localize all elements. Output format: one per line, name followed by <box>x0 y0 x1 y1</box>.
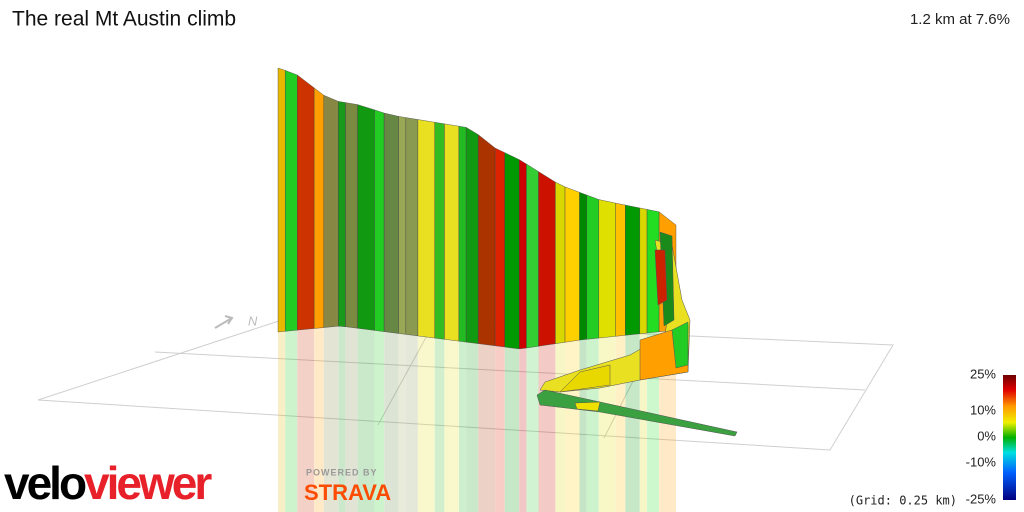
reflection-strip <box>555 342 566 512</box>
reflection-strip <box>374 330 385 512</box>
reflection-strip <box>338 326 346 512</box>
reflection-strip <box>434 338 445 512</box>
reflection-strip <box>504 347 520 512</box>
wall-strip <box>504 152 520 350</box>
reflection-strip <box>384 331 399 512</box>
reflection-strip <box>579 339 587 512</box>
wall-strip <box>564 186 580 343</box>
logo: veloviewer <box>4 457 212 509</box>
wall-strip <box>555 181 566 344</box>
wall-strip <box>417 119 435 339</box>
wall-strip <box>494 147 505 348</box>
reflection-strip <box>495 345 505 512</box>
reflection-strip <box>345 326 358 512</box>
ribbon <box>536 231 738 437</box>
scale-label: 25% <box>970 366 996 381</box>
logo-viewer: viewer <box>84 457 212 509</box>
wall-strip <box>444 123 460 342</box>
wall-strip <box>383 112 399 334</box>
wall-strip <box>579 192 587 341</box>
scale-label: -10% <box>966 454 997 469</box>
scale-label: 10% <box>970 402 996 417</box>
wall-strip <box>465 127 479 344</box>
reflection-strip <box>357 328 375 512</box>
reflection-strip <box>478 343 496 512</box>
wall-strip <box>357 104 375 331</box>
color-scale <box>1003 375 1016 500</box>
reflection-strip <box>466 342 479 512</box>
wall-strip <box>285 70 298 332</box>
reflection-strip <box>417 335 435 512</box>
reflection-strip <box>526 346 539 512</box>
wall-strip <box>615 202 626 337</box>
wall-strip <box>478 134 496 347</box>
wall-strip <box>345 102 358 329</box>
summary: 1.2 km at 7.6% <box>910 11 1010 28</box>
wall-strip <box>519 159 527 350</box>
wall-strip <box>313 87 325 329</box>
wall-strip <box>458 125 467 343</box>
wall-strip <box>374 109 385 332</box>
reflection-strip <box>405 334 418 512</box>
powered-by: POWERED BY <box>306 467 378 477</box>
reflection-strip <box>538 343 556 512</box>
reflection-strip <box>565 340 580 512</box>
wall-strip <box>625 204 641 336</box>
reflection-strip <box>323 326 339 512</box>
wall-strip <box>338 101 346 327</box>
scale-label: -25% <box>966 491 997 506</box>
reflection-strip <box>586 338 599 512</box>
reflection-strip <box>285 330 298 512</box>
wall-strip <box>434 122 445 340</box>
reflection-strip <box>278 331 286 512</box>
wall-strip <box>297 74 315 331</box>
wall-strip <box>586 194 600 340</box>
reflection-strip <box>458 341 467 512</box>
wall-strip <box>526 163 539 349</box>
wall-strip <box>538 171 556 347</box>
reflection-strip <box>398 333 406 512</box>
wall-strip <box>598 199 616 339</box>
wall-strip <box>639 207 648 334</box>
reflection-strip <box>444 339 459 512</box>
compass-arrow <box>214 315 234 329</box>
grid-note: (Grid: 0.25 km) <box>849 494 957 508</box>
scale-label: 0% <box>977 428 996 443</box>
strava: STRAVA <box>304 480 391 505</box>
wall-strip <box>277 67 286 333</box>
legend: 25% 10% 0% -10% -25% <box>966 366 997 506</box>
reflection-strip <box>297 328 315 512</box>
logo-velo: velo <box>4 457 86 509</box>
reflection <box>278 326 676 512</box>
wall-strip <box>405 117 419 337</box>
wall-strip <box>323 94 339 328</box>
reflection-strip <box>519 348 527 512</box>
compass-label: N <box>248 313 258 328</box>
elevation-wall <box>277 67 677 350</box>
wall-strip <box>398 116 407 335</box>
title: The real Mt Austin climb <box>12 8 236 31</box>
reflection-strip <box>314 327 324 512</box>
